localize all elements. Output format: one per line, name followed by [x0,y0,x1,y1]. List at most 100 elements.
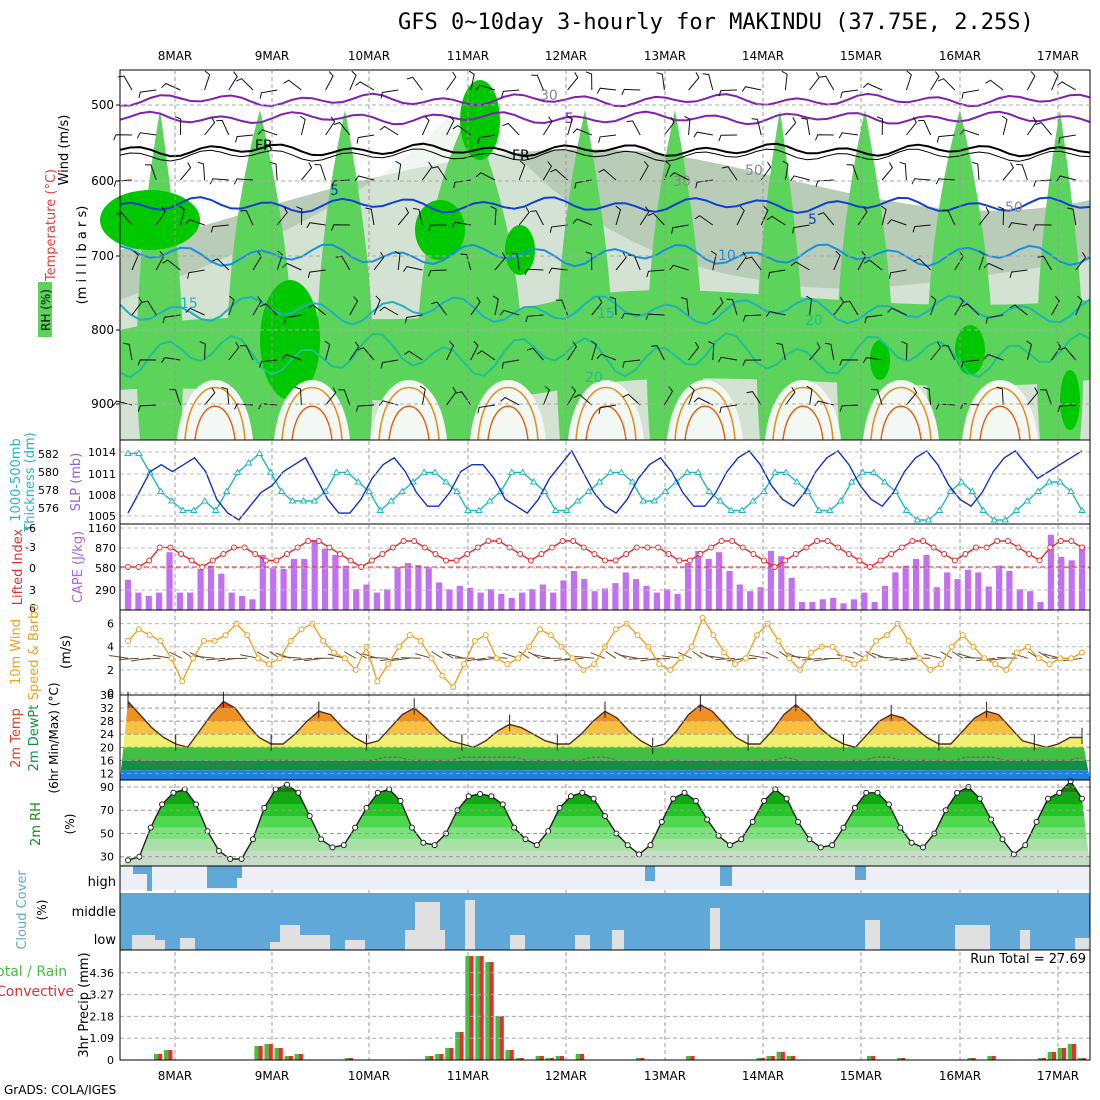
temp-tick-label: 28 [100,715,114,728]
rh-2m-point [499,801,506,808]
profile-wind-barb [446,71,457,91]
profile-wind-barb [880,205,887,226]
profile-wind-barb [357,347,375,361]
profile-wind-barb [1051,70,1059,91]
lifted-index-point [570,538,577,544]
profile-wind-barb [141,300,157,316]
profile-wind-barb [234,403,254,410]
thickness-line [128,452,1083,521]
precip-total-bar [264,1044,269,1060]
precip-total-bar [455,1032,460,1060]
cloud-low-bar-4 [280,925,300,950]
cape-bar [259,554,266,610]
profile-wind-barb [518,160,526,181]
profile-wind-barb [185,219,205,226]
rh-2m-point [420,839,427,846]
profile-wind-barb [680,297,690,316]
precip-total-bar [505,1050,510,1060]
profile-wind-barb [403,266,423,272]
temp-contour-5 [119,196,1091,214]
rh-2m-point [726,842,733,849]
cape-bar [321,548,329,610]
rh-2m-point [738,836,745,843]
profile-wind-barb [236,78,254,91]
li-tick-label: 6 [29,602,36,615]
precip-total-bar [1047,1052,1052,1060]
profile-ytick-label: 600 [91,174,114,188]
profile-ytick-label: 700 [91,249,114,263]
lifted-index-point [814,538,820,544]
wind-speed-point [1035,655,1042,662]
profile-wind-barb [718,89,738,97]
profile-wind-barb [1026,116,1038,136]
wind-speed-point [450,684,457,691]
cloud-low-bar-0 [132,935,155,950]
rh-label-1: 2m RH [29,802,44,846]
temp-label-2: 2m DewPt [27,705,42,772]
temp-contour-25-0 [184,386,246,441]
precip-conv-bar [459,1032,464,1060]
profile-wind-barb [871,388,883,406]
wind-speed-point [515,655,522,662]
profile-wind-barb [475,172,496,181]
thickness-point [332,468,341,475]
cape-bar [415,565,422,610]
rh-shade-dark-1 [260,280,320,400]
rh-2m-point [681,789,688,796]
rh-2m-point [999,836,1006,843]
surface-wind-barb [119,657,139,660]
profile-wind-barb [983,262,1004,271]
profile-wind-barb [718,134,738,142]
profile-wind-barb [501,359,520,369]
profile-wind-barb [912,224,931,233]
cape-bar [809,602,816,610]
profile-wind-barb [572,218,592,226]
temp-contour-30-1 [291,405,333,441]
profile-wind-barb [626,120,641,136]
rh-2m-point [215,847,222,854]
profile-wind-barb [622,393,641,406]
profile-wind-barb [259,89,278,99]
wind-speed-point [786,655,793,662]
rh-2m-point [170,789,177,796]
wind-speed-point [428,655,435,662]
credit-label: GrADS: COLA/IGES [4,1083,117,1097]
thickness-point [1034,487,1043,494]
rh-shade-dark-2 [415,200,465,260]
cape-bar [653,592,660,610]
temp-contour-25-7 [870,386,932,441]
date-label-bottom: 9MAR [255,1069,290,1083]
rh-shade-band [120,290,1090,402]
surface-wind-barb [986,657,1007,662]
thickness-point [617,468,626,475]
thickness-point [760,487,768,494]
profile-wind-barb [656,72,665,91]
cape-bar [830,597,837,610]
cape-bar [778,556,785,610]
rh-tick-label: 70 [100,804,114,817]
date-label-bottom: 15MAR [840,1069,882,1083]
slp-tick-label: 1008 [88,489,116,502]
precip-total-bar [465,956,470,1060]
precip-conv-bar [901,1058,906,1060]
thickness-point [157,487,165,494]
li-tick-label: 3 [29,584,36,597]
profile-wind-barb [460,253,472,271]
profile-wind-barb [113,134,133,141]
precip-conv-bar [258,1046,263,1060]
wind-speed-point [255,655,262,662]
cape-bar [487,589,495,610]
wind-speed-point [385,661,392,668]
profile-wind-barb [1037,255,1053,271]
cape-bar [311,540,318,610]
precip-conv-bar [579,1054,585,1060]
thickness-point [639,497,648,504]
profile-ytick-label: 500 [91,98,114,112]
cape-bar [1037,602,1044,610]
lifted-index-point [125,564,131,570]
cape-bar [581,579,588,610]
warm-hump-7 [863,380,939,440]
lifted-index-point [347,557,354,564]
precip-conv-bar [439,1054,444,1060]
cloud-low-bar-18 [1075,938,1090,950]
